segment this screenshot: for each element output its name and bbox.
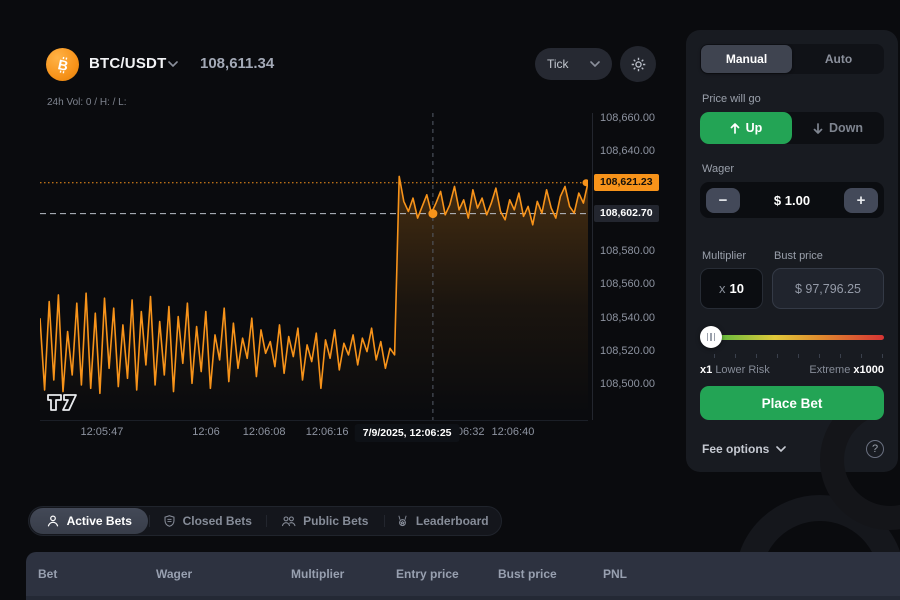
gear-icon — [631, 57, 645, 71]
medal-icon — [396, 514, 409, 528]
interval-select[interactable]: Tick — [535, 48, 612, 80]
price-axis[interactable]: 108,660.00 108,640.00 108,580.00 108,560.00… — [592, 111, 684, 420]
risk-max: x1000 — [853, 364, 884, 376]
direction-label: Price will go — [702, 93, 761, 105]
price-axis-label: 108,540.00 — [600, 311, 656, 324]
time-axis-label: 12:05:47 — [80, 426, 124, 438]
tab-label: Closed Bets — [182, 514, 252, 528]
current-price-badge: 108,621.23 — [594, 174, 659, 192]
manual-mode-tab[interactable]: Manual — [701, 45, 792, 73]
tradingview-logo-icon[interactable] — [46, 392, 80, 413]
column-header-entry-price: Entry price — [396, 567, 459, 581]
column-header-wager: Wager — [156, 567, 193, 581]
risk-slider-track[interactable] — [708, 335, 884, 340]
bets-tabs: Active Bets Closed Bets Public Bets Leaderb… — [28, 506, 502, 536]
bitcoin-icon: B — [46, 48, 79, 81]
risk-slider-handle[interactable] — [700, 326, 722, 348]
crosshair-time-tooltip: 7/9/2025, 12:06:25 — [354, 424, 460, 442]
chart-area-fill — [40, 176, 588, 420]
column-header-bust-price: Bust price — [498, 567, 557, 581]
svg-text:B: B — [56, 56, 69, 74]
bust-price-label: Bust price — [774, 250, 823, 262]
bets-table-row — [26, 596, 900, 600]
risk-slider[interactable] — [700, 326, 884, 348]
help-icon[interactable]: ? — [866, 440, 884, 458]
settings-button[interactable] — [620, 46, 656, 82]
wager-decrease-button[interactable]: − — [706, 187, 740, 213]
price-axis-label: 108,660.00 — [600, 111, 656, 124]
time-axis-label: 12:06:40 — [491, 426, 535, 438]
risk-labels: x1 Lower Risk Extreme x1000 — [700, 364, 884, 376]
wager-label: Wager — [702, 163, 734, 175]
bets-table-header: Bet Wager Multiplier Entry price Bust price P… — [26, 552, 900, 596]
pair-name[interactable]: BTC/USDT — [89, 55, 167, 72]
time-axis-label: 12:06:08 — [242, 426, 286, 438]
time-axis[interactable]: 12:05:47 12:06 12:06:08 12:06:16 12:06:32 12:… — [40, 424, 588, 444]
arrow-down-icon — [813, 122, 823, 134]
entry-point-dot — [428, 209, 438, 219]
direction-toggle: Up Down — [700, 112, 884, 144]
bet-panel: Manual Auto Price will go Up Down Wager … — [686, 30, 898, 472]
shield-icon — [163, 514, 176, 528]
volume-stats: 24h Vol: 0 / H: / L: — [47, 97, 127, 108]
column-header-bet: Bet — [38, 567, 58, 581]
tab-active-bets[interactable]: Active Bets — [30, 508, 148, 534]
tab-closed-bets[interactable]: Closed Bets — [148, 507, 267, 535]
interval-select-value: Tick — [547, 57, 569, 71]
auto-mode-tab[interactable]: Auto — [824, 52, 853, 66]
wager-value[interactable]: $ 1.00 — [773, 192, 811, 208]
price-axis-label: 108,500.00 — [600, 378, 656, 391]
pair-price: 108,611.34 — [200, 55, 275, 72]
tab-public-bets[interactable]: Public Bets — [266, 507, 384, 535]
person-icon — [46, 514, 60, 528]
price-chart[interactable] — [39, 113, 590, 420]
wager-increase-button[interactable]: + — [844, 187, 878, 213]
multiplier-input[interactable]: x 10 — [700, 268, 763, 309]
tab-label: Leaderboard — [415, 514, 489, 528]
chevron-down-icon[interactable] — [168, 61, 178, 67]
fee-options-toggle[interactable]: Fee options — [702, 442, 787, 456]
multiplier-label: Multiplier — [702, 250, 747, 262]
price-axis-label: 108,640.00 — [600, 144, 656, 157]
price-axis-label: 108,560.00 — [600, 278, 656, 291]
time-axis-label: 12:06:16 — [305, 426, 349, 438]
chevron-down-icon — [590, 61, 600, 67]
risk-min-text: Lower Risk — [715, 364, 770, 376]
plus-icon: + — [856, 191, 866, 209]
time-axis-line — [40, 420, 588, 421]
mode-toggle[interactable]: Manual Auto — [700, 44, 884, 74]
chevron-down-icon — [776, 446, 787, 452]
price-axis-label: 108,580.00 — [600, 244, 656, 257]
price-line — [39, 175, 589, 395]
tab-label: Public Bets — [303, 514, 369, 528]
risk-max-text: Extreme — [809, 364, 851, 376]
tab-label: Active Bets — [66, 514, 132, 528]
wager-stepper: − $ 1.00 + — [700, 182, 884, 218]
risk-min: x1 — [700, 364, 713, 376]
column-header-pnl: PNL — [603, 567, 627, 581]
people-icon — [281, 514, 296, 528]
price-axis-label: 108,520.00 — [600, 345, 656, 358]
last-price-dot — [582, 179, 590, 187]
column-header-multiplier: Multiplier — [291, 567, 345, 581]
time-axis-label: 12:06 — [192, 426, 220, 438]
tab-leaderboard[interactable]: Leaderboard — [383, 507, 502, 535]
risk-slider-ticks — [700, 354, 884, 359]
bust-price-input[interactable]: $ 97,796.25 — [772, 268, 884, 309]
minus-icon: − — [718, 191, 728, 209]
down-button[interactable]: Down — [792, 112, 884, 144]
place-bet-button[interactable]: Place Bet — [700, 386, 884, 420]
up-button[interactable]: Up — [700, 112, 792, 144]
arrow-up-icon — [730, 122, 740, 134]
entry-price-badge: 108,602.70 — [594, 205, 659, 223]
